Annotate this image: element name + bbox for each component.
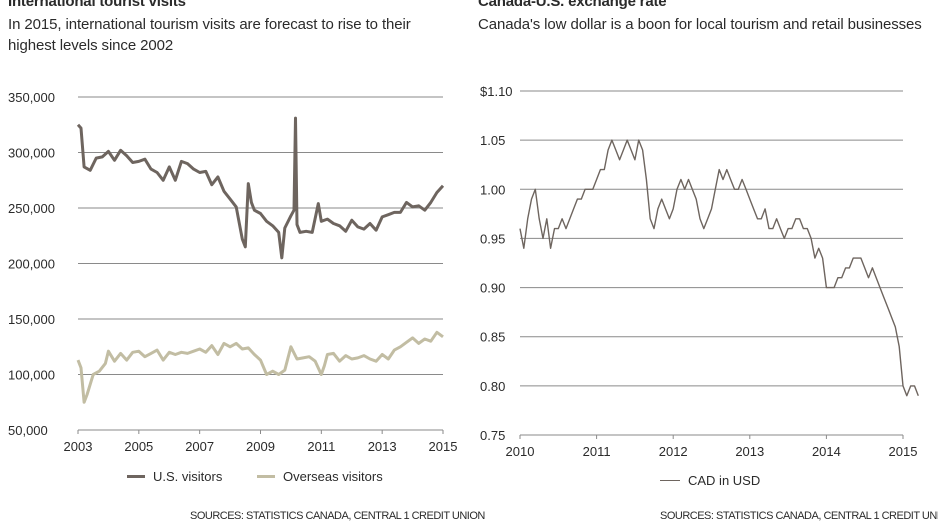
x-tick-label: 2015 xyxy=(429,439,458,454)
y-tick-label: 0.85 xyxy=(480,330,505,345)
tourist-visits-chart: 50,000 100,000 150,000 200,000 250,000 300,00… xyxy=(8,90,458,454)
y-tick-label: 50,000 xyxy=(8,423,48,438)
y-tick-label: 200,000 xyxy=(8,257,55,272)
source-note: SOURCES: STATISTICS CANADA, CENTRAL 1 CR… xyxy=(190,510,485,522)
source-note: SOURCES: STATISTICS CANADA, CENTRAL 1 CR… xyxy=(660,510,938,522)
y-tick-label: 0.90 xyxy=(480,281,505,296)
y-tick-label: 0.75 xyxy=(480,428,505,443)
legend-label-us: U.S. visitors xyxy=(153,469,223,484)
chart-title: International tourist visits xyxy=(8,0,186,10)
legend-cad-in-usd: CAD in USD xyxy=(660,473,760,488)
series-line-cad-in-usd xyxy=(519,139,919,397)
x-tick-label: 2011 xyxy=(583,444,611,459)
y-tick-label: 100,000 xyxy=(8,368,55,383)
x-tick-label: 2003 xyxy=(64,439,93,454)
legend-swatch-us xyxy=(127,475,145,478)
y-tick-label: 350,000 xyxy=(8,90,55,105)
x-tick-label: 2005 xyxy=(124,439,153,454)
x-tick-label: 2013 xyxy=(735,444,764,459)
tourist-visits-panel: International tourist visits In 2015, in… xyxy=(8,0,485,522)
x-tick-label: 2012 xyxy=(659,444,688,459)
y-tick-label: 1.00 xyxy=(480,182,505,197)
exchange-rate-chart: 0.75 0.80 0.85 0.90 0.95 1.00 1.05 $1.10 2010 201… xyxy=(480,84,919,459)
legend-swatch-overseas xyxy=(257,475,275,478)
x-tick-label: 2014 xyxy=(812,444,841,459)
legend-us-visitors: U.S. visitors xyxy=(127,469,222,484)
chart-subtitle: In 2015, international tourism visits ar… xyxy=(8,16,411,54)
y-tick-label: $1.10 xyxy=(480,84,513,99)
x-tick-label: 2007 xyxy=(185,439,214,454)
legend-swatch-cad xyxy=(660,479,680,482)
chart-title: Canada-U.S. exchange rate xyxy=(478,0,667,10)
y-tick-label: 150,000 xyxy=(8,312,55,327)
x-tick-label: 2009 xyxy=(246,439,275,454)
y-tick-label: 300,000 xyxy=(8,146,55,161)
legend-label-cad: CAD in USD xyxy=(688,473,761,488)
y-tick-label: 0.95 xyxy=(480,231,505,246)
legend-overseas-visitors: Overseas visitors xyxy=(257,469,383,484)
legend-label-overseas: Overseas visitors xyxy=(283,469,383,484)
series-line-overseas-visitors xyxy=(76,330,444,404)
exchange-rate-panel: Canada-U.S. exchange rate Canada's low d… xyxy=(470,0,938,527)
series-line-u-s-visitors xyxy=(76,116,445,260)
x-tick-label: 2010 xyxy=(506,444,535,459)
y-tick-label: 0.80 xyxy=(480,379,505,394)
chart-subtitle: Canada's low dollar is a boon for local … xyxy=(478,16,922,33)
x-tick-label: 2015 xyxy=(889,444,918,459)
x-tick-label: 2013 xyxy=(368,439,397,454)
x-tick-label: 2011 xyxy=(307,439,335,454)
y-tick-label: 1.05 xyxy=(480,133,505,148)
y-tick-label: 250,000 xyxy=(8,201,55,216)
